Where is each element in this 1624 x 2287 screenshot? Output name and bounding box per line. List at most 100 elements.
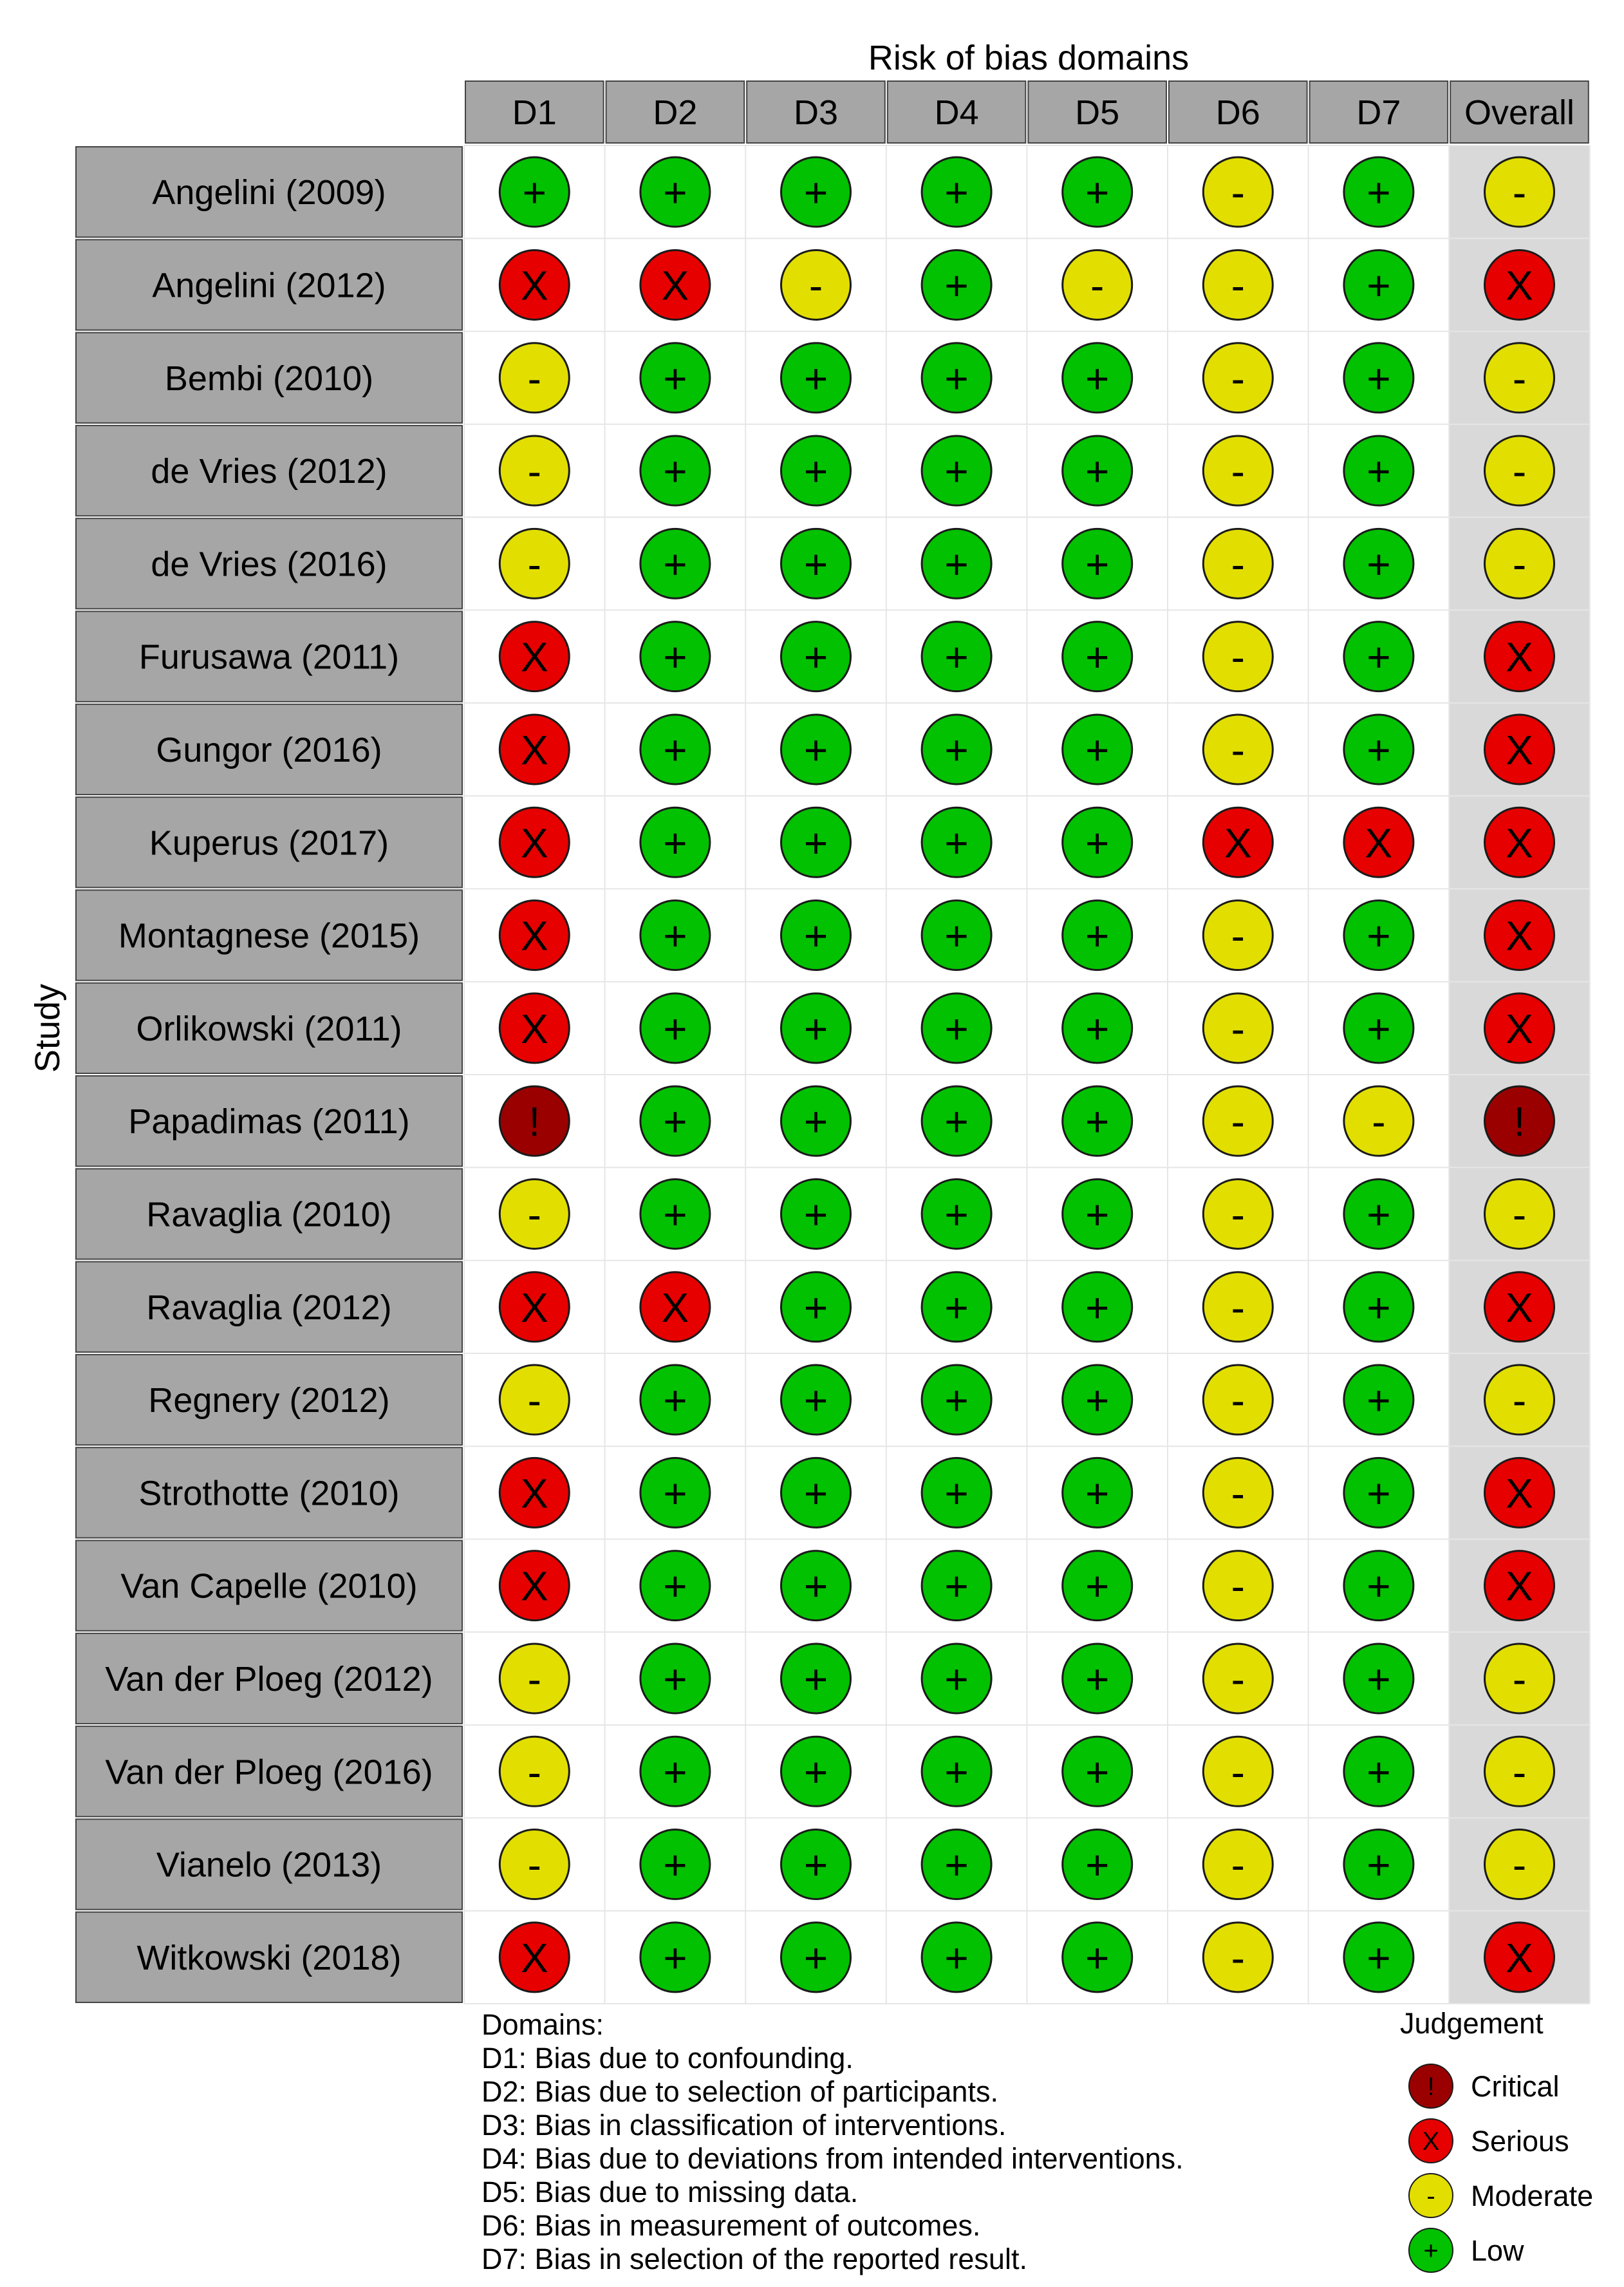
judgement-symbol: + [944,820,968,866]
judgement-symbol: + [804,1006,828,1052]
judgement-dot [1343,1085,1415,1157]
domains-heading: Domains: [481,2008,604,2041]
judgement-symbol: + [1367,1563,1390,1610]
judgement-symbol: - [528,1377,541,1424]
judgement-dot [780,1085,852,1157]
judgement-dot [780,713,852,786]
judgement-dot [639,992,711,1064]
judgement-dot [498,1550,570,1622]
judgement-low-van-der-ploeg-2012-d4: + [920,1642,993,1715]
study-row-strothotte-2010: Strothotte (2010) [75,1447,463,1539]
judgement-serious-angelini-2012-d2: X [639,249,711,321]
judgement-low-de-vries-2016-d7: + [1343,527,1415,599]
judgement-symbol: + [944,1749,968,1795]
judgement-low-van-capelle-2010-d7: + [1343,1550,1415,1622]
judgement-low-montagnese-2015-d7: + [1343,899,1415,972]
judgement-symbol: + [1085,1377,1109,1424]
judgement-low-bembi-2010-d4: + [920,342,993,414]
judgement-dot [780,1178,852,1250]
judgement-symbol: - [1231,1191,1245,1238]
judgement-symbol: - [1513,1842,1526,1888]
judgement-low-kuperus-2017-d5: + [1061,806,1134,878]
column-header-d2: D2 [605,80,745,144]
judgement-symbol: + [663,1563,687,1610]
judgement-symbol: + [804,1285,828,1331]
judgement-symbol: + [663,913,687,959]
judgement-low-ravaglia-2010-d3: + [780,1178,852,1250]
study-row-bembi-2010: Bembi (2010) [75,332,463,424]
judgement-dot [498,992,570,1064]
judgement-moderate-regnery-2012-overall: - [1484,1364,1555,1436]
judgement-dot [920,806,993,878]
study-label-box [75,332,463,424]
judgement-symbol: + [1367,355,1390,402]
study-row-ravaglia-2010: Ravaglia (2010) [75,1168,463,1260]
judgement-dot [920,1550,993,1622]
judgement-low-strothotte-2010-d4: + [920,1456,993,1529]
study-label-box [75,146,463,238]
judgement-symbol: X [1365,820,1393,866]
judgement-dot [1202,342,1274,414]
judgement-symbol: X [521,727,548,773]
judgement-low-regnery-2012-d4: + [920,1364,993,1436]
study-row-orlikowski-2011: Orlikowski (2011) [75,982,463,1074]
judgement-low-ravaglia-2010-d4: + [920,1178,993,1250]
judgement-symbol: + [804,727,828,773]
study-row-witkowski-2018: Witkowski (2018) [75,1911,463,2003]
judgement-symbol: + [944,727,968,773]
judgement-dot [780,435,852,507]
judgement-symbol: + [1085,541,1109,587]
study-label: Furusawa (2011) [139,638,399,677]
judgement-low-van-der-ploeg-2016-d7: + [1343,1735,1415,1807]
judgement-dot [1202,806,1274,878]
judgement-serious-furusawa-2011-overall: X [1484,621,1555,693]
judgement-serious-furusawa-2011-d1: X [498,621,570,693]
judgement-symbol: X [521,1563,548,1610]
judgement-symbol: + [1085,1470,1109,1516]
judgement-symbol: - [1231,1749,1245,1795]
judgement-low-vianelo-2013-d5: + [1061,1829,1134,1901]
judgement-symbol: - [528,1191,541,1238]
judgement-low-angelini-2012-d7: + [1343,249,1415,321]
judgement-low-furusawa-2011-d3: + [780,621,852,693]
judgement-moderate-van-der-ploeg-2016-d1: - [498,1735,570,1807]
judgement-dot [780,1271,852,1343]
legend-label: Critical [1471,2070,1560,2103]
study-label: Regnery (2012) [148,1381,389,1420]
judgement-dot [1343,156,1415,228]
judgement-moderate-de-vries-2012-d1: - [498,435,570,507]
judgement-dot [498,713,570,786]
judgement-dot [1343,1178,1415,1250]
judgement-symbol: + [804,1377,828,1424]
judgement-moderate-gungor-2016-d6: - [1202,713,1274,786]
judgement-moderate-ravaglia-2010-d1: - [498,1178,570,1250]
judgement-symbol: - [1231,262,1245,308]
column-header-d1: D1 [465,80,604,144]
judgement-dot [1061,1178,1134,1250]
judgement-symbol: - [1231,1563,1245,1610]
judgement-low-ravaglia-2012-d5: + [1061,1271,1134,1343]
judgement-low-orlikowski-2011-d2: + [639,992,711,1064]
judgement-serious-angelini-2012-overall: X [1484,249,1555,321]
study-label: Strothotte (2010) [138,1474,399,1512]
judgement-dot [639,527,711,599]
judgement-dot [1061,527,1134,599]
study-label-box [75,518,463,610]
judgement-dot [1202,992,1274,1064]
legend-dot [1408,2064,1453,2109]
judgement-low-ravaglia-2010-d2: + [639,1178,711,1250]
legend-symbol: X [1423,2127,1440,2156]
judgement-low-de-vries-2012-d4: + [920,435,993,507]
judgement-dot [639,1735,711,1807]
judgement-low-van-capelle-2010-d2: + [639,1550,711,1622]
judgement-low-papadimas-2011-d3: + [780,1085,852,1157]
judgement-symbol: X [1506,1470,1533,1516]
judgement-dot [780,1550,852,1622]
judgement-symbol: + [944,1285,968,1331]
judgement-dot [920,527,993,599]
judgement-symbol: + [663,1935,687,1981]
study-label-box [75,610,463,702]
column-header-overall: Overall [1450,80,1589,144]
column-header-label: D6 [1216,93,1260,132]
judgement-dot [780,527,852,599]
